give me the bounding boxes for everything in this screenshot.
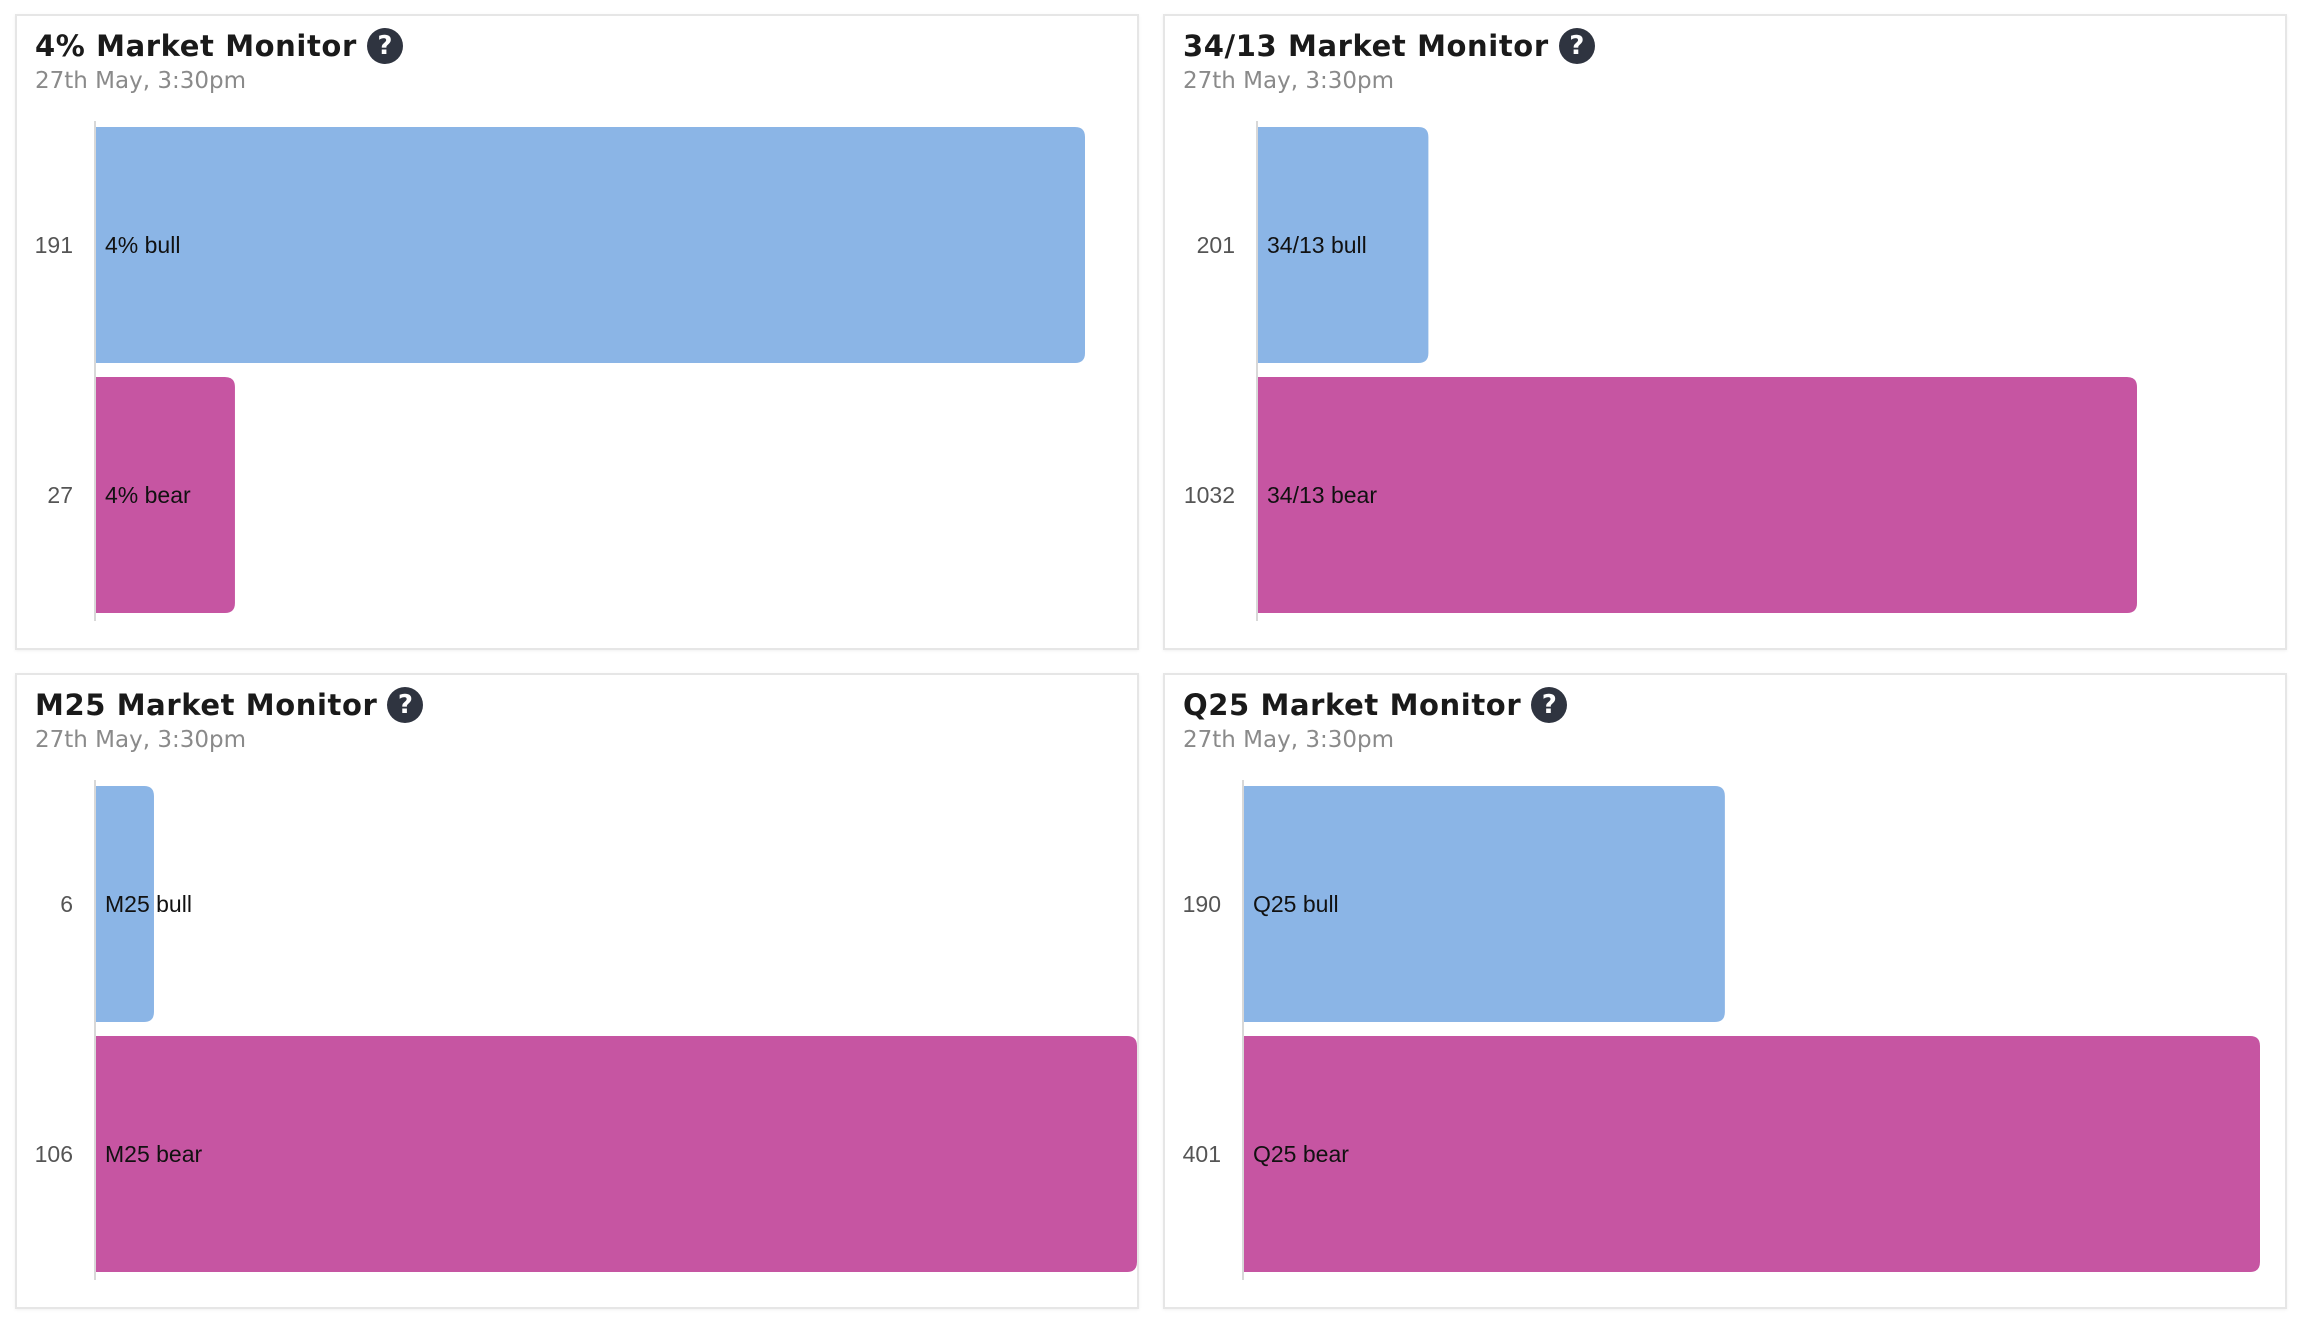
bar-label: 34/13 bear [1267, 482, 1377, 508]
question-circle-icon[interactable]: ? [366, 28, 403, 64]
bar-label: 4% bear [105, 482, 191, 508]
panel-header: M25 Market Monitor ? [35, 685, 424, 725]
bar-chart: 6 M25 bull 106 M25 bear [35, 780, 1137, 1280]
bar-chart: 190 Q25 bull 401 Q25 bear [1183, 780, 2260, 1280]
value-label: 201 [1197, 232, 1235, 258]
bar-bull [95, 786, 154, 1022]
bar-bear [1257, 377, 2137, 613]
value-label: 191 [35, 232, 73, 258]
bar-label: M25 bull [105, 891, 192, 917]
bar-bull [1257, 127, 1429, 363]
value-label: 401 [1183, 1141, 1221, 1167]
bar-label: 34/13 bull [1267, 232, 1367, 258]
question-circle-icon[interactable]: ? [1558, 28, 1595, 64]
value-label: 190 [1183, 891, 1221, 917]
bar-bull [1243, 786, 1725, 1022]
panel-timestamp: 27th May, 3:30pm [35, 727, 246, 753]
panel-header: Q25 Market Monitor ? [1183, 685, 1568, 725]
bar-label: 4% bull [105, 232, 180, 258]
panel-title: 4% Market Monitor [35, 29, 357, 63]
bar-bear [1243, 1036, 2260, 1272]
bar-bear [95, 377, 235, 613]
value-label: 27 [47, 482, 73, 508]
bar-chart: 191 4% bull 27 4% bear [35, 121, 1085, 621]
bar-label: M25 bear [105, 1141, 203, 1167]
panel-timestamp: 27th May, 3:30pm [1183, 68, 1394, 94]
panel-header: 34/13 Market Monitor ? [1183, 26, 1595, 66]
market-monitor-panel-q25: Q25 Market Monitor ? 27th May, 3:30pm 19… [1163, 673, 2287, 1309]
bar-label: Q25 bear [1253, 1141, 1349, 1167]
bar-bull [95, 127, 1085, 363]
question-circle-icon[interactable]: ? [1531, 687, 1568, 723]
panel-timestamp: 27th May, 3:30pm [35, 68, 246, 94]
question-circle-icon[interactable]: ? [387, 687, 424, 723]
value-label: 106 [35, 1141, 73, 1167]
panel-header: 4% Market Monitor ? [35, 26, 403, 66]
market-monitor-panel-34-13: 34/13 Market Monitor ? 27th May, 3:30pm … [1163, 14, 2287, 650]
bar-bear [95, 1036, 1137, 1272]
value-label: 6 [60, 891, 73, 917]
panel-timestamp: 27th May, 3:30pm [1183, 727, 1394, 753]
value-label: 1032 [1184, 482, 1235, 508]
bar-label: Q25 bull [1253, 891, 1339, 917]
panel-title: M25 Market Monitor [35, 688, 378, 722]
panel-title: Q25 Market Monitor [1183, 688, 1522, 722]
market-monitor-panel-4pct: 4% Market Monitor ? 27th May, 3:30pm 191… [15, 14, 1139, 650]
panel-title: 34/13 Market Monitor [1183, 29, 1549, 63]
market-monitor-panel-m25: M25 Market Monitor ? 27th May, 3:30pm 6 M… [15, 673, 1139, 1309]
bar-chart: 201 34/13 bull 1032 34/13 bear [1184, 121, 2137, 621]
